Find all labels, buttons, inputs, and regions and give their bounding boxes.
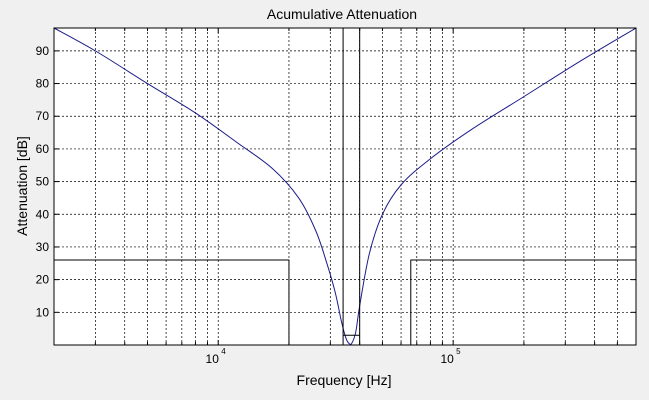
- plot-area-frame: [53, 27, 637, 346]
- grid-lines: [54, 28, 636, 345]
- y-tick-label: 60: [36, 142, 50, 156]
- plot-background: [54, 28, 636, 345]
- chart-title: Acumulative Attenuation: [267, 6, 417, 22]
- y-tick-label: 10: [36, 305, 50, 319]
- y-tick-label: 30: [36, 240, 50, 254]
- y-tick-label: 50: [36, 175, 50, 189]
- y-tick-label: 40: [36, 207, 50, 221]
- y-tick-label: 20: [36, 273, 50, 287]
- x-axis-label: Frequency [Hz]: [297, 372, 392, 388]
- y-tick-label: 70: [36, 109, 50, 123]
- attenuation-curve: [53, 27, 637, 345]
- x-tick-label-exponent: 5: [456, 347, 461, 356]
- y-tick-label: 80: [36, 77, 50, 91]
- x-tick-label: 10: [206, 352, 220, 366]
- tick-marks: [54, 28, 636, 345]
- y-axis-label: Attenuation [dB]: [14, 136, 30, 236]
- y-tick-label: 90: [36, 44, 50, 58]
- x-tick-label-exponent: 4: [221, 347, 226, 356]
- x-tick-label: 10: [440, 352, 454, 366]
